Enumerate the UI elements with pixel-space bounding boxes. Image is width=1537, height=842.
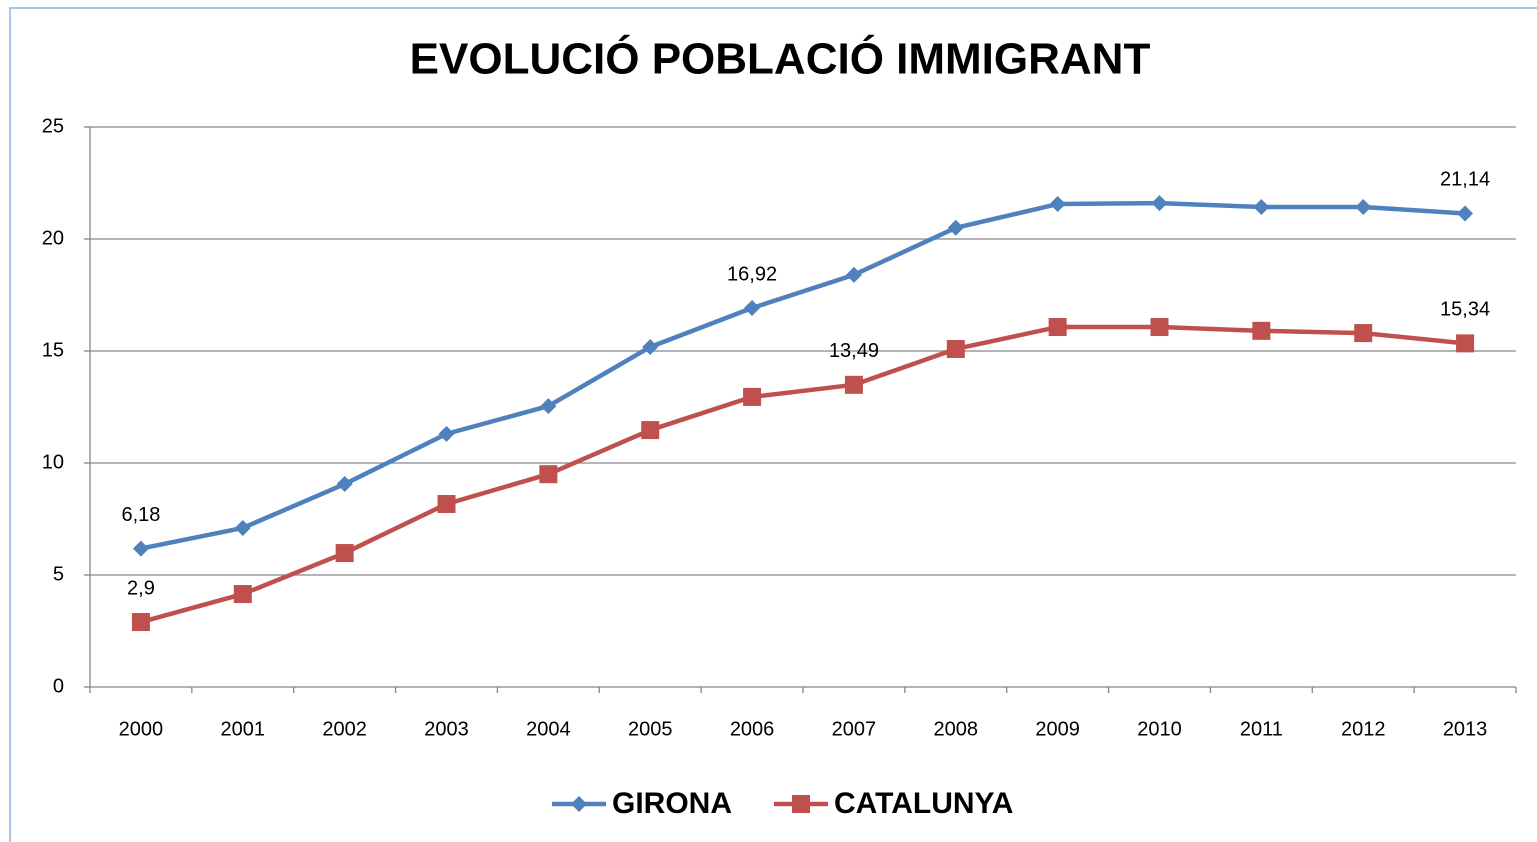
data-point bbox=[1456, 334, 1475, 353]
data-label: 16,92 bbox=[727, 263, 777, 285]
data-point bbox=[539, 465, 558, 484]
data-point bbox=[234, 519, 251, 536]
data-point bbox=[845, 266, 862, 283]
data-label: 6,18 bbox=[121, 504, 160, 526]
x-tick-label: 2007 bbox=[832, 718, 877, 740]
x-tick-label: 2009 bbox=[1035, 718, 1080, 740]
y-tick-label: 0 bbox=[53, 675, 64, 697]
x-tick-label: 2000 bbox=[119, 718, 164, 740]
data-label: 13,49 bbox=[829, 340, 879, 362]
data-point bbox=[1457, 205, 1474, 222]
y-tick-label: 10 bbox=[42, 451, 64, 473]
data-point bbox=[438, 425, 455, 442]
data-point bbox=[1354, 324, 1373, 343]
x-tick-label: 2013 bbox=[1443, 718, 1488, 740]
chart-title: EVOLUCIÓ POBLACIÓ IMMIGRANT bbox=[410, 34, 1151, 84]
data-point bbox=[1355, 198, 1372, 215]
legend-marker bbox=[571, 796, 587, 812]
data-point bbox=[540, 398, 557, 415]
data-point bbox=[132, 540, 149, 557]
y-tick-label: 25 bbox=[42, 115, 64, 137]
data-point bbox=[744, 299, 761, 316]
x-tick-label: 2012 bbox=[1341, 718, 1386, 740]
y-tick-label: 5 bbox=[53, 563, 64, 585]
series-line bbox=[140, 324, 1466, 625]
data-label: 2,9 bbox=[127, 577, 155, 599]
x-tick-label: 2004 bbox=[526, 718, 571, 740]
chart-frame bbox=[9, 7, 1537, 842]
x-tick-label: 2005 bbox=[628, 718, 673, 740]
data-label: 21,14 bbox=[1440, 169, 1490, 191]
data-point bbox=[1150, 318, 1169, 337]
data-point bbox=[335, 544, 354, 563]
data-label: 15,34 bbox=[1440, 299, 1490, 321]
data-point bbox=[1252, 321, 1271, 340]
x-tick-label: 2011 bbox=[1240, 718, 1283, 740]
data-point bbox=[1049, 196, 1066, 213]
series-line bbox=[140, 200, 1466, 551]
x-tick-label: 2003 bbox=[424, 718, 469, 740]
data-point bbox=[1253, 198, 1270, 215]
data-point bbox=[1048, 318, 1067, 337]
legend-label: GIRONA bbox=[612, 787, 732, 820]
x-tick-label: 2002 bbox=[322, 718, 367, 740]
data-point bbox=[336, 476, 353, 493]
data-point bbox=[437, 494, 456, 513]
data-point bbox=[642, 338, 659, 355]
data-point bbox=[233, 585, 252, 604]
legend-marker bbox=[792, 795, 810, 813]
data-point bbox=[1151, 195, 1168, 212]
y-tick-label: 15 bbox=[42, 339, 64, 361]
x-tick-label: 2001 bbox=[221, 718, 266, 740]
data-point bbox=[131, 613, 150, 632]
data-point bbox=[844, 375, 863, 394]
x-tick-label: 2008 bbox=[934, 718, 979, 740]
legend-label: CATALUNYA bbox=[834, 787, 1013, 820]
y-tick-label: 20 bbox=[42, 227, 64, 249]
data-point bbox=[946, 339, 965, 358]
x-tick-label: 2006 bbox=[730, 718, 775, 740]
data-point bbox=[947, 219, 964, 236]
x-tick-label: 2010 bbox=[1137, 718, 1182, 740]
data-point bbox=[743, 387, 762, 406]
data-point bbox=[641, 421, 660, 440]
